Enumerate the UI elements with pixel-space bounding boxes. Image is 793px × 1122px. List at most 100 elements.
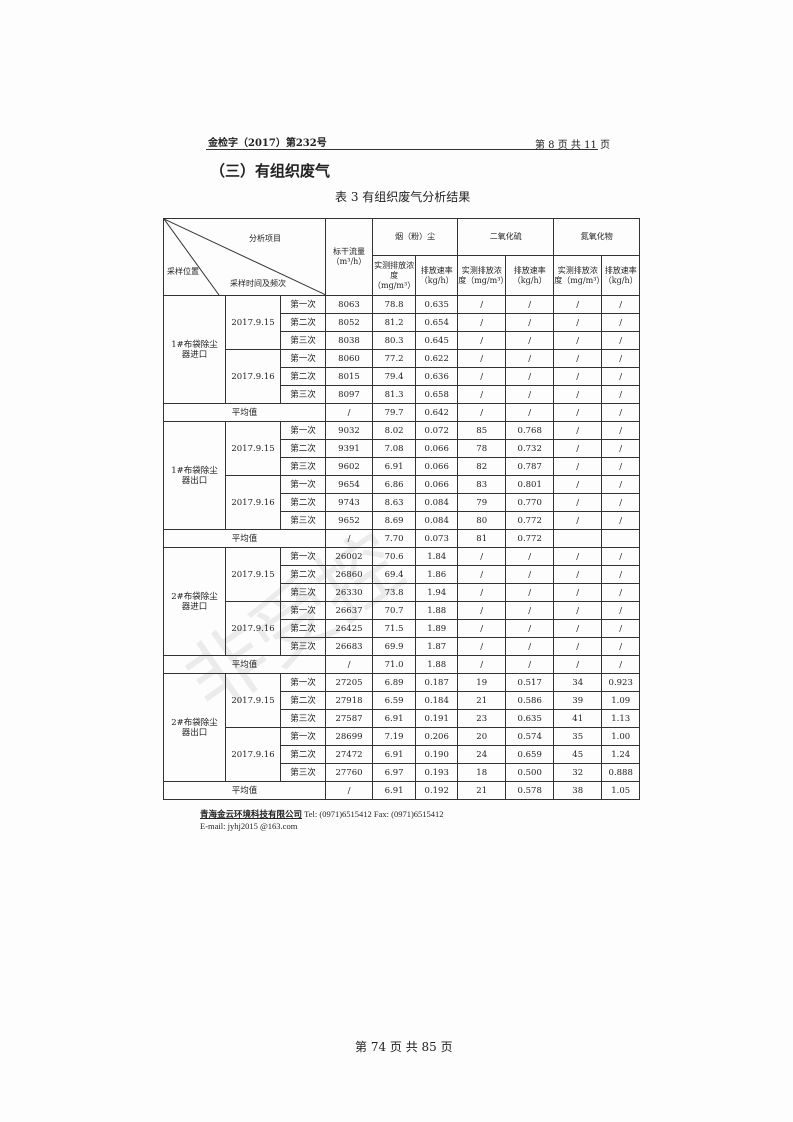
dust-conc-cell: 78.8 xyxy=(371,295,417,314)
flow-avg-cell: / xyxy=(325,529,373,548)
so2-rate-cell: 0.801 xyxy=(505,475,555,494)
nox-conc-cell: / xyxy=(553,367,603,386)
flow-cell: 9032 xyxy=(325,421,373,440)
nox-conc-avg-cell xyxy=(553,529,603,548)
dust-conc-cell: 73.8 xyxy=(371,583,417,602)
dust-rate-cell: 0.636 xyxy=(415,367,459,386)
nox-conc-cell: / xyxy=(553,637,603,656)
dust-rate-avg-cell: 1.88 xyxy=(415,655,459,674)
dust-conc-cell: 77.2 xyxy=(371,349,417,368)
nox-rate-cell: 1.09 xyxy=(601,691,641,710)
flow-cell: 26425 xyxy=(325,619,373,638)
so2-rate-cell: 0.768 xyxy=(505,421,555,440)
nox-rate-avg-cell xyxy=(601,529,641,548)
frequency-cell: 第三次 xyxy=(280,457,326,476)
flow-cell: 9654 xyxy=(325,475,373,494)
table-row: 2017.9.16 第一次 28699 7.19 0.206 20 0.574 35 1.00 xyxy=(164,727,641,782)
nox-conc-cell: / xyxy=(553,511,603,530)
dust-conc-cell: 69.9 xyxy=(371,637,417,656)
flow-cell: 26860 xyxy=(325,565,373,584)
header-divider xyxy=(206,149,598,150)
average-label: 平均值 xyxy=(163,655,326,674)
dust-rate-header: 排放速率（kg/h） xyxy=(415,255,459,296)
section-title: （三）有组织废气 xyxy=(210,162,331,180)
nox-rate-cell: / xyxy=(601,583,641,602)
frequency-cell: 第二次 xyxy=(280,619,326,638)
location-cell: 2#布袋除尘器进口 xyxy=(163,547,226,656)
table-row: 第三次 26330 73.8 1.94// / / xyxy=(164,583,641,602)
so2-conc-cell: / xyxy=(457,331,507,350)
nox-rate-cell: / xyxy=(601,547,641,566)
dust-rate-cell: 0.084 xyxy=(415,511,459,530)
table-row: 第三次 9652 8.69 0.084 80 0.772// xyxy=(164,511,641,530)
nox-conc-cell: 35 xyxy=(553,727,603,746)
nox-conc-cell: / xyxy=(553,295,603,314)
diagonal-header-cell: 分析项目 采样位置 采样时间及频次 xyxy=(163,218,326,296)
table-row: 第二次 27918 6.59 0.184 21 0.586 39 1.09 xyxy=(164,691,641,710)
so2-rate-cell: 0.517 xyxy=(505,673,555,692)
nox-rate-cell: / xyxy=(601,367,641,386)
frequency-cell: 第三次 xyxy=(280,637,326,656)
table-row: 2#布袋除尘器出口 2017.9.15 第一次 27205 6.89 0.187 19 0.5… xyxy=(163,673,641,782)
flow-cell: 9602 xyxy=(325,457,373,476)
nox-rate-cell: / xyxy=(601,475,641,494)
nox-conc-cell: / xyxy=(553,331,603,350)
company-name: 青海金云环境科技有限公司 xyxy=(200,809,303,819)
nox-conc-cell: / xyxy=(553,349,603,368)
nox-conc-header: 实测排放浓度（mg/m³） xyxy=(553,255,604,296)
so2-conc-cell: 80 xyxy=(457,511,507,530)
dust-conc-cell: 6.91 xyxy=(371,745,417,764)
flow-cell: 27760 xyxy=(325,763,373,782)
flow-cell: 8097 xyxy=(325,385,373,404)
dust-rate-cell: 0.072 xyxy=(415,421,459,440)
time-freq-label: 采样时间及频次 xyxy=(230,279,286,288)
frequency-cell: 第二次 xyxy=(280,565,326,584)
dust-conc-cell: 6.91 xyxy=(371,457,417,476)
nox-conc-avg-cell: / xyxy=(553,655,603,674)
so2-conc-cell: 79 xyxy=(457,493,507,512)
dust-rate-cell: 0.206 xyxy=(415,727,459,746)
analysis-item-label: 分析项目 xyxy=(249,234,281,243)
page-number: 第 74 页 共 85 页 xyxy=(355,1040,453,1054)
flow-cell: 27918 xyxy=(325,691,373,710)
dust-conc-cell: 7.08 xyxy=(371,439,417,458)
so2-rate-cell: 0.659 xyxy=(505,745,555,764)
table-row: 2#布袋除尘器进口 2017.9.15 第一次 26002 70.6 1.84// / / xyxy=(163,547,641,656)
frequency-cell: 第三次 xyxy=(280,709,326,728)
frequency-cell: 第二次 xyxy=(280,313,326,332)
frequency-cell: 第一次 xyxy=(280,475,326,494)
flow-cell: 8015 xyxy=(325,367,373,386)
nox-rate-avg-cell: / xyxy=(601,403,641,422)
nox-rate-header: 排放速率（kg/h） xyxy=(601,255,641,296)
so2-rate-cell: 0.772 xyxy=(505,511,555,530)
so2-rate-cell: / xyxy=(505,619,555,638)
subheader-row: 实测排放浓度（mg/m³） 排放速率（kg/h） 实测排放浓度（mg/m³） 排… xyxy=(164,255,641,296)
nox-conc-cell: 34 xyxy=(553,673,603,692)
date-cell: 2017.9.15 xyxy=(225,295,281,350)
date-cell: 2017.9.16 xyxy=(225,349,281,404)
so2-conc-cell: 78 xyxy=(457,439,507,458)
frequency-cell: 第一次 xyxy=(280,601,326,620)
dust-rate-cell: 0.191 xyxy=(415,709,459,728)
dust-rate-cell: 0.184 xyxy=(415,691,459,710)
nox-rate-cell: / xyxy=(601,385,641,404)
so2-rate-avg-cell: 0.578 xyxy=(505,781,555,800)
frequency-cell: 第三次 xyxy=(280,511,326,530)
so2-conc-cell: 83 xyxy=(457,475,507,494)
dust-conc-cell: 69.4 xyxy=(371,565,417,584)
diagonal-lines xyxy=(164,219,326,295)
dust-rate-cell: 0.658 xyxy=(415,385,459,404)
nox-conc-cell: 41 xyxy=(553,709,603,728)
frequency-cell: 第三次 xyxy=(280,763,326,782)
average-row: 平均值/79.7 0.642// / / xyxy=(163,403,641,422)
document-number: 金检字（2017）第232号 xyxy=(208,138,327,149)
table-row: 2017.9.16 第一次 9654 6.86 0.066 83 0.801// xyxy=(164,475,641,530)
nox-rate-cell: / xyxy=(601,619,641,638)
dust-rate-avg-cell: 0.192 xyxy=(415,781,459,800)
table-row: 1#布袋除尘器出口 2017.9.15 第一次 9032 8.02 0.072 85 0.76… xyxy=(163,421,641,530)
so2-rate-avg-cell: / xyxy=(505,403,555,422)
so2-rate-cell: 0.574 xyxy=(505,727,555,746)
frequency-cell: 第三次 xyxy=(280,385,326,404)
dust-conc-cell: 6.97 xyxy=(371,763,417,782)
